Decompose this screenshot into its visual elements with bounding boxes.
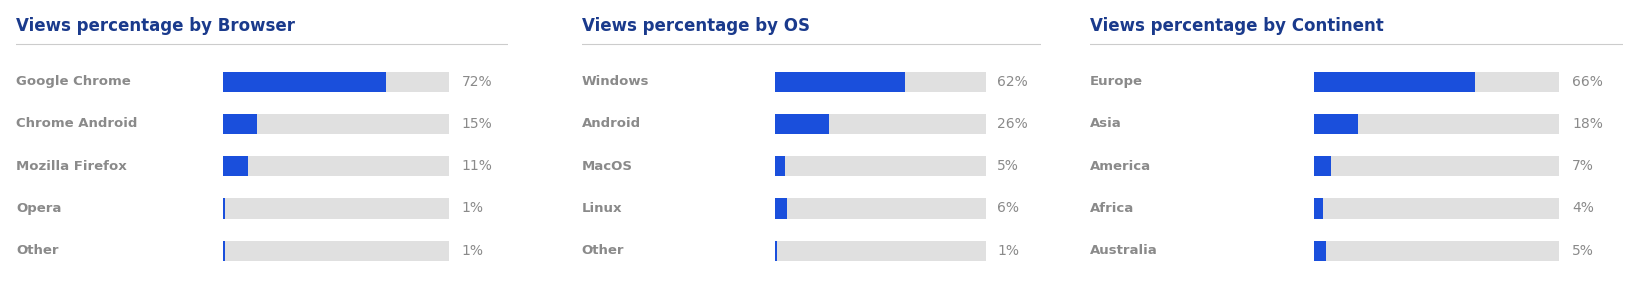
Bar <box>1314 198 1323 219</box>
Bar <box>1314 114 1559 134</box>
Bar <box>775 156 985 176</box>
Bar <box>1314 198 1559 219</box>
Text: 18%: 18% <box>1572 117 1603 131</box>
Bar <box>223 198 225 219</box>
Bar <box>775 72 905 92</box>
Text: Opera: Opera <box>16 202 62 215</box>
Text: Europe: Europe <box>1090 75 1142 88</box>
Text: Android: Android <box>582 117 641 130</box>
Text: Windows: Windows <box>582 75 649 88</box>
Text: 1%: 1% <box>462 202 484 215</box>
Bar <box>1314 241 1326 261</box>
Bar <box>775 156 785 176</box>
Text: 1%: 1% <box>997 244 1019 258</box>
Text: 7%: 7% <box>1572 159 1593 173</box>
Text: Asia: Asia <box>1090 117 1121 130</box>
Text: Australia: Australia <box>1090 244 1157 257</box>
Bar <box>223 114 257 134</box>
Bar <box>775 72 985 92</box>
Text: 66%: 66% <box>1572 75 1603 88</box>
Bar <box>223 198 449 219</box>
Text: Views percentage by OS: Views percentage by OS <box>582 17 810 35</box>
Bar <box>1314 156 1559 176</box>
Bar <box>1314 241 1559 261</box>
Bar <box>775 241 777 261</box>
Bar <box>223 241 225 261</box>
Text: Google Chrome: Google Chrome <box>16 75 131 88</box>
Text: Chrome Android: Chrome Android <box>16 117 138 130</box>
Text: 62%: 62% <box>997 75 1028 88</box>
Bar <box>223 241 449 261</box>
Bar <box>775 198 787 219</box>
Text: 72%: 72% <box>462 75 492 88</box>
Text: MacOS: MacOS <box>582 160 633 173</box>
Bar <box>223 156 449 176</box>
Text: 4%: 4% <box>1572 202 1593 215</box>
Bar <box>1314 72 1475 92</box>
Bar <box>223 72 385 92</box>
Text: Other: Other <box>16 244 59 257</box>
Text: Linux: Linux <box>582 202 623 215</box>
Text: Mozilla Firefox: Mozilla Firefox <box>16 160 128 173</box>
Bar <box>775 114 829 134</box>
Text: Views percentage by Browser: Views percentage by Browser <box>16 17 295 35</box>
Text: 5%: 5% <box>1572 244 1593 258</box>
Bar <box>1314 72 1559 92</box>
Text: 1%: 1% <box>462 244 484 258</box>
Bar <box>775 198 985 219</box>
Bar <box>775 114 985 134</box>
Text: 6%: 6% <box>997 202 1019 215</box>
Text: 26%: 26% <box>997 117 1028 131</box>
Bar <box>223 72 449 92</box>
Text: Views percentage by Continent: Views percentage by Continent <box>1090 17 1383 35</box>
Bar <box>775 241 985 261</box>
Bar <box>223 156 247 176</box>
Text: 15%: 15% <box>462 117 492 131</box>
Bar <box>1314 156 1331 176</box>
Bar <box>223 114 449 134</box>
Bar <box>1314 114 1357 134</box>
Text: America: America <box>1090 160 1151 173</box>
Text: 11%: 11% <box>462 159 492 173</box>
Text: Other: Other <box>582 244 624 257</box>
Text: Africa: Africa <box>1090 202 1134 215</box>
Text: 5%: 5% <box>997 159 1019 173</box>
